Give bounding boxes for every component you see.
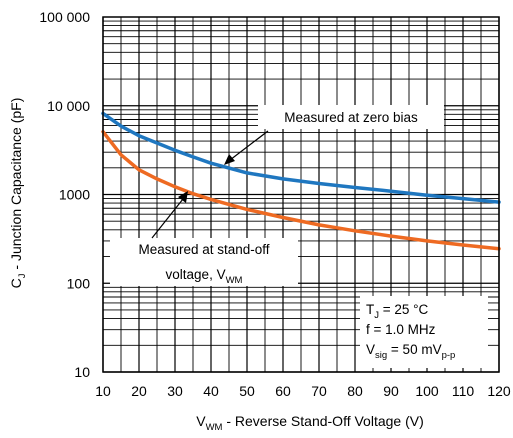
x-tick-label: 80 (347, 383, 363, 399)
y-tick-label: 100 000 (39, 9, 90, 25)
x-tick-label: 70 (311, 383, 327, 399)
x-tick-label: 60 (275, 383, 291, 399)
x-tick-label: 90 (383, 383, 399, 399)
x-tick-label: 20 (131, 383, 147, 399)
y-tick-label: 1000 (59, 187, 90, 203)
x-tick-label: 100 (415, 383, 439, 399)
x-tick-label: 50 (239, 383, 255, 399)
standoff-label-line1: Measured at stand-off (138, 242, 269, 257)
y-tick-label: 10 (74, 364, 90, 380)
x-tick-label: 110 (452, 383, 475, 399)
y-tick-label: 10 000 (47, 98, 90, 114)
zero-bias-label: Measured at zero bias (284, 110, 418, 125)
condition-frequency: f = 1.0 MHz (366, 322, 436, 337)
y-tick-label: 100 (67, 275, 91, 291)
x-tick-label: 120 (487, 383, 511, 399)
x-tick-label: 10 (95, 383, 111, 399)
x-tick-label: 40 (203, 383, 219, 399)
x-tick-label: 30 (167, 383, 183, 399)
